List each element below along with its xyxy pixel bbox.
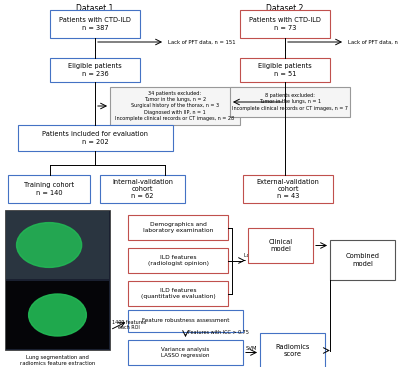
FancyBboxPatch shape <box>240 58 330 82</box>
FancyBboxPatch shape <box>248 228 313 263</box>
FancyBboxPatch shape <box>5 210 110 350</box>
FancyBboxPatch shape <box>243 175 333 203</box>
FancyBboxPatch shape <box>50 58 140 82</box>
Text: Combined
model: Combined model <box>346 253 380 267</box>
FancyBboxPatch shape <box>128 248 228 273</box>
Text: Training cohort
n = 140: Training cohort n = 140 <box>24 182 74 196</box>
Text: SVM: SVM <box>246 345 257 350</box>
Text: Lung segmentation and
radiomics feature extraction: Lung segmentation and radiomics feature … <box>20 355 95 366</box>
FancyBboxPatch shape <box>330 240 395 280</box>
Text: Lack of PFT data, n = 22: Lack of PFT data, n = 22 <box>348 40 400 44</box>
Text: Eligible patients
n = 51: Eligible patients n = 51 <box>258 63 312 77</box>
Text: Feature robustness assessment: Feature robustness assessment <box>142 319 229 323</box>
Text: External-validation
cohort
n = 43: External-validation cohort n = 43 <box>256 178 320 200</box>
Text: 1409 features
each ROI: 1409 features each ROI <box>112 320 146 330</box>
Ellipse shape <box>16 223 82 268</box>
Ellipse shape <box>29 294 86 336</box>
Text: Dataset 1: Dataset 1 <box>76 4 114 13</box>
Text: Dataset 2: Dataset 2 <box>266 4 304 13</box>
Text: Clinical
model: Clinical model <box>268 239 292 252</box>
Text: ILD features
(radiologist opinion): ILD features (radiologist opinion) <box>148 255 208 266</box>
FancyBboxPatch shape <box>110 87 240 125</box>
Text: ILD features
(quantitative evaluation): ILD features (quantitative evaluation) <box>141 288 215 299</box>
FancyBboxPatch shape <box>260 333 325 367</box>
Text: Radiomics
score: Radiomics score <box>275 344 310 357</box>
FancyBboxPatch shape <box>128 310 243 332</box>
FancyBboxPatch shape <box>6 211 109 279</box>
FancyBboxPatch shape <box>240 10 330 38</box>
FancyBboxPatch shape <box>6 281 109 349</box>
FancyBboxPatch shape <box>18 125 173 151</box>
Text: Eligible patients
n = 236: Eligible patients n = 236 <box>68 63 122 77</box>
Text: Variance analysis
LASSO regression: Variance analysis LASSO regression <box>161 347 210 358</box>
Text: Demographics and
laboratory examination: Demographics and laboratory examination <box>143 222 213 233</box>
Text: Internal-validation
cohort
n = 62: Internal-validation cohort n = 62 <box>112 178 173 200</box>
Text: Patients with CTD-ILD
n = 387: Patients with CTD-ILD n = 387 <box>59 17 131 31</box>
FancyBboxPatch shape <box>128 215 228 240</box>
Text: Patients included for evaluation
n = 202: Patients included for evaluation n = 202 <box>42 131 148 145</box>
FancyBboxPatch shape <box>8 175 90 203</box>
FancyBboxPatch shape <box>128 340 243 365</box>
FancyBboxPatch shape <box>128 281 228 306</box>
Text: Lack of PFT data, n = 151: Lack of PFT data, n = 151 <box>168 40 236 44</box>
Text: Features with ICC > 0.75: Features with ICC > 0.75 <box>188 331 249 335</box>
FancyBboxPatch shape <box>230 87 350 117</box>
Text: Patients with CTD-ILD
n = 73: Patients with CTD-ILD n = 73 <box>249 17 321 31</box>
Text: 34 patients excluded:
Tumor in the lungs, n = 2
Surgical history of the thorax, : 34 patients excluded: Tumor in the lungs… <box>116 91 234 121</box>
Text: Logistic regression analysis: Logistic regression analysis <box>244 252 311 258</box>
Text: 8 patients excluded:
Tumor in the lungs, n = 1
Incomplete clinical records or CT: 8 patients excluded: Tumor in the lungs,… <box>232 93 348 111</box>
FancyBboxPatch shape <box>100 175 185 203</box>
FancyBboxPatch shape <box>50 10 140 38</box>
